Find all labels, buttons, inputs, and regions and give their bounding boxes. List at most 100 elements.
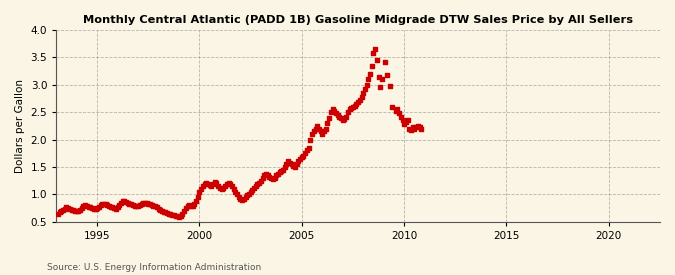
Point <box>310 126 321 131</box>
Point <box>192 195 203 199</box>
Title: Monthly Central Atlantic (PADD 1B) Gasoline Midgrade DTW Sales Price by All Sell: Monthly Central Atlantic (PADD 1B) Gasol… <box>83 15 633 25</box>
Point <box>61 205 72 210</box>
Point <box>293 159 304 164</box>
Point <box>57 207 68 212</box>
Point <box>201 181 212 186</box>
Point <box>407 125 418 130</box>
Point <box>245 189 256 194</box>
Point <box>136 202 147 207</box>
Point <box>144 202 155 207</box>
Point <box>244 192 254 197</box>
Point <box>371 58 382 62</box>
Point <box>327 107 338 112</box>
Point <box>134 203 145 207</box>
Point <box>151 205 162 210</box>
Point <box>348 104 358 109</box>
Point <box>392 107 403 112</box>
Point <box>104 204 115 208</box>
Point <box>202 182 213 187</box>
Point <box>285 160 296 165</box>
Point <box>358 91 369 95</box>
Point <box>263 173 273 177</box>
Point <box>119 199 130 204</box>
Point <box>250 184 261 188</box>
Point <box>338 118 348 123</box>
Point <box>321 126 331 131</box>
Point <box>364 72 375 76</box>
Point <box>163 211 174 216</box>
Point <box>172 214 183 218</box>
Point <box>412 124 423 128</box>
Point <box>279 165 290 169</box>
Point <box>300 151 310 155</box>
Point <box>66 207 77 212</box>
Point <box>205 183 215 187</box>
Point <box>117 199 128 203</box>
Point <box>95 203 106 207</box>
Point <box>169 213 180 217</box>
Point <box>235 197 246 201</box>
Point <box>88 206 99 211</box>
Point <box>368 51 379 55</box>
Point <box>273 171 284 176</box>
Point <box>335 116 346 120</box>
Point <box>76 206 87 210</box>
Point <box>190 199 201 203</box>
Point <box>390 109 401 113</box>
Point <box>63 206 74 210</box>
Point <box>286 162 297 166</box>
Point <box>377 77 387 81</box>
Point <box>141 201 152 205</box>
Point <box>56 208 67 213</box>
Point <box>361 82 372 87</box>
Point <box>180 206 191 210</box>
Point <box>283 159 294 164</box>
Point <box>261 171 271 176</box>
Point <box>238 197 249 201</box>
Point <box>53 211 63 216</box>
Point <box>315 129 326 134</box>
Point <box>394 111 404 116</box>
Point <box>406 128 416 132</box>
Point <box>216 187 227 191</box>
Point <box>189 202 200 207</box>
Point <box>334 114 345 119</box>
Point <box>209 180 220 185</box>
Point <box>331 111 342 116</box>
Point <box>198 184 209 188</box>
Point <box>199 182 210 187</box>
Point <box>276 169 287 174</box>
Point <box>302 148 313 153</box>
Point <box>274 170 285 175</box>
Point <box>402 118 413 123</box>
Point <box>99 202 109 206</box>
Point <box>342 110 353 114</box>
Point <box>73 208 84 213</box>
Point <box>242 193 252 198</box>
Point <box>247 188 258 192</box>
Point <box>129 204 140 208</box>
Point <box>153 206 164 211</box>
Point <box>97 202 107 207</box>
Point <box>176 213 186 218</box>
Point <box>93 205 104 209</box>
Point <box>179 208 190 213</box>
Point <box>86 206 97 210</box>
Point <box>329 109 340 113</box>
Point <box>126 202 137 207</box>
Point <box>72 209 82 213</box>
Point <box>382 73 393 77</box>
Point <box>404 126 414 131</box>
Point <box>288 164 298 168</box>
Point <box>257 176 268 180</box>
Point <box>196 187 207 191</box>
Point <box>341 114 352 119</box>
Point <box>409 126 420 131</box>
Point <box>240 195 251 199</box>
Point <box>65 207 76 211</box>
Point <box>267 177 278 181</box>
Point <box>59 206 70 211</box>
Point <box>112 205 123 210</box>
Point <box>319 129 329 134</box>
Point <box>367 63 377 68</box>
